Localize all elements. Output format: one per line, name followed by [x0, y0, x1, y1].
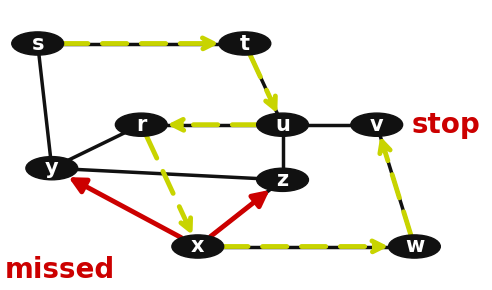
Text: t: t: [240, 34, 250, 53]
Ellipse shape: [26, 157, 78, 180]
Text: stop: stop: [412, 111, 481, 139]
Text: w: w: [405, 237, 424, 256]
Text: r: r: [136, 115, 147, 135]
Ellipse shape: [12, 32, 63, 55]
Ellipse shape: [219, 32, 271, 55]
Ellipse shape: [115, 113, 167, 136]
Text: z: z: [277, 170, 289, 190]
Text: x: x: [191, 237, 205, 256]
Ellipse shape: [389, 235, 440, 258]
Text: y: y: [45, 158, 59, 178]
Text: missed: missed: [5, 256, 115, 284]
Text: u: u: [275, 115, 290, 135]
Text: v: v: [370, 115, 384, 135]
Ellipse shape: [257, 113, 308, 136]
Ellipse shape: [172, 235, 224, 258]
Ellipse shape: [257, 168, 308, 191]
Ellipse shape: [351, 113, 402, 136]
Text: s: s: [31, 34, 44, 53]
